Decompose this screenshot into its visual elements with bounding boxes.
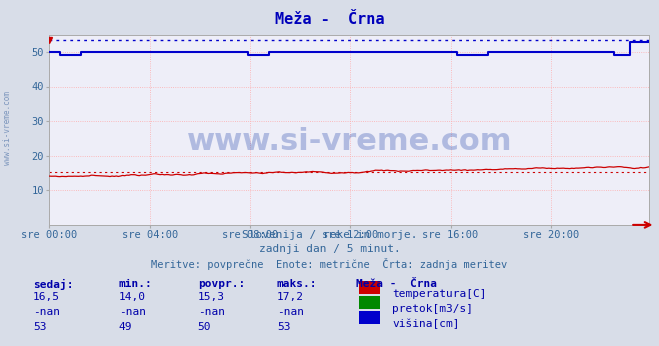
Text: 15,3: 15,3: [198, 292, 225, 302]
Text: min.:: min.:: [119, 279, 152, 289]
Text: temperatura[C]: temperatura[C]: [392, 289, 486, 299]
Text: pretok[m3/s]: pretok[m3/s]: [392, 304, 473, 314]
Text: Meža -  Črna: Meža - Črna: [275, 12, 384, 27]
Text: Meritve: povprečne  Enote: metrične  Črta: zadnja meritev: Meritve: povprečne Enote: metrične Črta:…: [152, 258, 507, 270]
Text: 14,0: 14,0: [119, 292, 146, 302]
Text: 16,5: 16,5: [33, 292, 60, 302]
Text: 17,2: 17,2: [277, 292, 304, 302]
Text: www.si-vreme.com: www.si-vreme.com: [3, 91, 13, 165]
Text: -nan: -nan: [119, 307, 146, 317]
Text: 49: 49: [119, 322, 132, 333]
Text: -nan: -nan: [198, 307, 225, 317]
Text: Slovenija / reke in morje.: Slovenija / reke in morje.: [242, 230, 417, 240]
Text: višina[cm]: višina[cm]: [392, 319, 459, 329]
Text: zadnji dan / 5 minut.: zadnji dan / 5 minut.: [258, 244, 401, 254]
Text: www.si-vreme.com: www.si-vreme.com: [186, 127, 512, 156]
Text: Meža -  Črna: Meža - Črna: [356, 279, 437, 289]
Text: povpr.:: povpr.:: [198, 279, 245, 289]
Text: 50: 50: [198, 322, 211, 333]
Text: -nan: -nan: [33, 307, 60, 317]
Text: -nan: -nan: [277, 307, 304, 317]
Text: sedaj:: sedaj:: [33, 279, 73, 290]
Text: 53: 53: [277, 322, 290, 333]
Text: maks.:: maks.:: [277, 279, 317, 289]
Text: 53: 53: [33, 322, 46, 333]
